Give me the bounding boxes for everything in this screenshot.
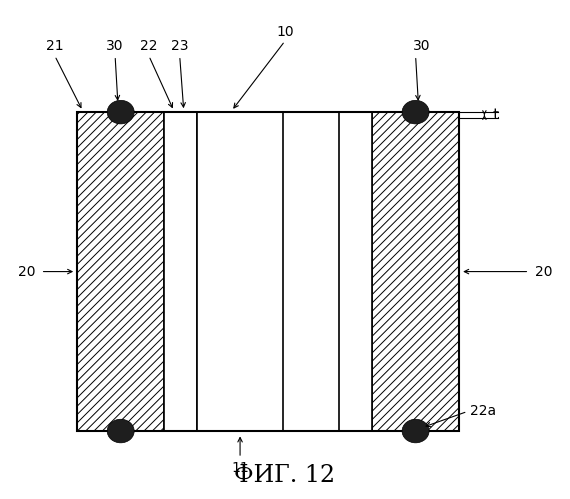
Circle shape bbox=[402, 100, 429, 124]
Text: 22a: 22a bbox=[470, 404, 496, 419]
Bar bbox=[197, 112, 283, 431]
Bar bbox=[77, 112, 459, 431]
Text: 30: 30 bbox=[107, 39, 124, 53]
Bar bbox=[340, 112, 372, 431]
Circle shape bbox=[107, 100, 134, 124]
Bar bbox=[372, 112, 459, 431]
Text: t: t bbox=[493, 108, 499, 122]
Circle shape bbox=[402, 419, 429, 443]
Circle shape bbox=[107, 419, 134, 443]
Text: 22: 22 bbox=[140, 39, 157, 53]
Text: 20: 20 bbox=[18, 264, 35, 278]
Text: 11: 11 bbox=[231, 461, 249, 475]
Text: 21: 21 bbox=[46, 39, 63, 53]
Text: ФИГ. 12: ФИГ. 12 bbox=[234, 465, 336, 488]
Bar bbox=[77, 112, 164, 431]
Text: 23: 23 bbox=[171, 39, 189, 53]
Text: 10: 10 bbox=[276, 24, 294, 38]
Text: 20: 20 bbox=[535, 264, 552, 278]
Bar bbox=[164, 112, 197, 431]
Text: 30: 30 bbox=[413, 39, 430, 53]
